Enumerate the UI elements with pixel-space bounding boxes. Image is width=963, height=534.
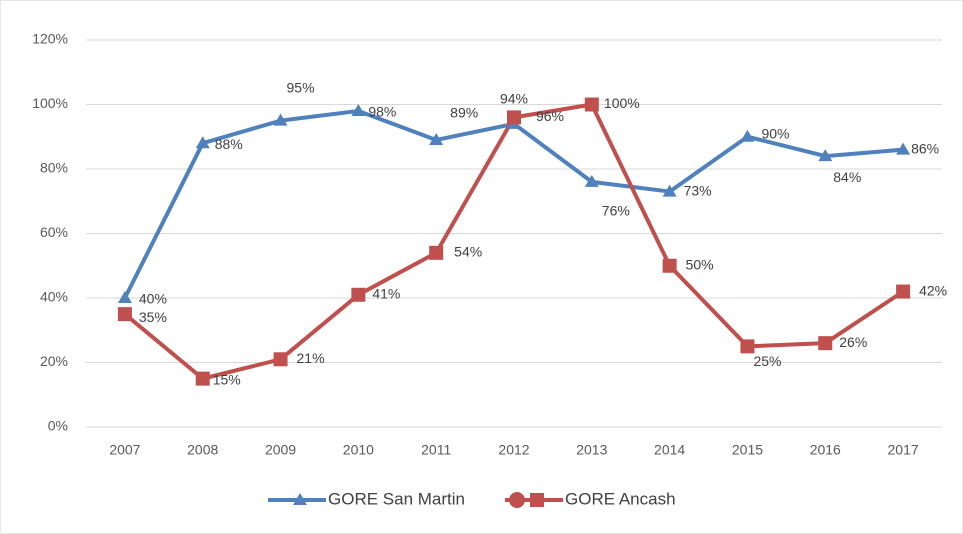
data-point [429,132,444,145]
data-label: 86% [911,140,939,156]
data-label: 98% [368,104,396,120]
data-label: 100% [604,95,640,111]
x-tick-label: 2015 [732,442,763,458]
data-label: 15% [213,371,241,387]
data-point [584,174,599,187]
legend-label: GORE Ancash [565,489,676,508]
data-point [662,258,677,273]
y-tick-label: 20% [40,353,68,369]
data-point [584,97,599,112]
data-label: 40% [139,291,167,307]
data-label: 89% [450,105,478,121]
x-tick-label: 2012 [498,442,529,458]
data-point [117,291,132,303]
x-tick-label: 2013 [576,442,607,458]
data-point [818,336,833,351]
data-label: 41% [372,285,400,301]
data-point [896,284,911,299]
y-tick-label: 100% [32,95,68,111]
x-tick-label: 2008 [187,442,218,458]
data-point [351,287,366,302]
y-tick-label: 0% [48,418,68,434]
data-label: 54% [454,244,482,260]
data-label: 73% [684,182,712,198]
data-point [273,352,288,367]
data-label: 76% [602,203,630,219]
x-tick-label: 2007 [109,442,140,458]
data-point [507,110,521,125]
y-tick-label: 120% [32,31,68,47]
data-label: 94% [500,91,528,107]
x-tick-label: 2011 [421,442,451,458]
data-point [351,103,366,116]
data-label: 96% [536,108,564,124]
legend-label: GORE San Martin [328,489,465,508]
x-tick-label: 2014 [654,442,685,458]
y-tick-label: 80% [40,160,68,176]
data-label: 21% [297,350,325,366]
data-point [117,307,132,322]
data-label: 50% [686,256,714,272]
data-label: 95% [287,79,315,95]
y-tick-label: 60% [40,224,68,240]
data-label: 90% [761,125,789,141]
data-point [818,149,833,162]
data-label: 35% [139,309,167,325]
data-point [429,245,444,260]
y-tick-label: 40% [40,289,68,305]
data-point [273,113,288,126]
data-point [662,184,677,197]
x-tick-label: 2010 [343,442,374,458]
x-tick-label: 2009 [265,442,296,458]
legend-marker [530,493,544,507]
data-point [740,129,755,142]
data-point [195,371,210,386]
data-label: 42% [919,282,947,298]
data-label: 84% [833,169,861,185]
data-label: 26% [839,334,867,350]
data-point [896,142,911,155]
data-label: 88% [215,136,243,152]
legend-marker [293,493,307,505]
data-label: 25% [753,353,781,369]
data-point [740,339,755,354]
x-tick-label: 2017 [888,442,919,458]
x-tick-label: 2016 [810,442,841,458]
legend-marker [509,492,525,508]
data-point [195,136,210,149]
